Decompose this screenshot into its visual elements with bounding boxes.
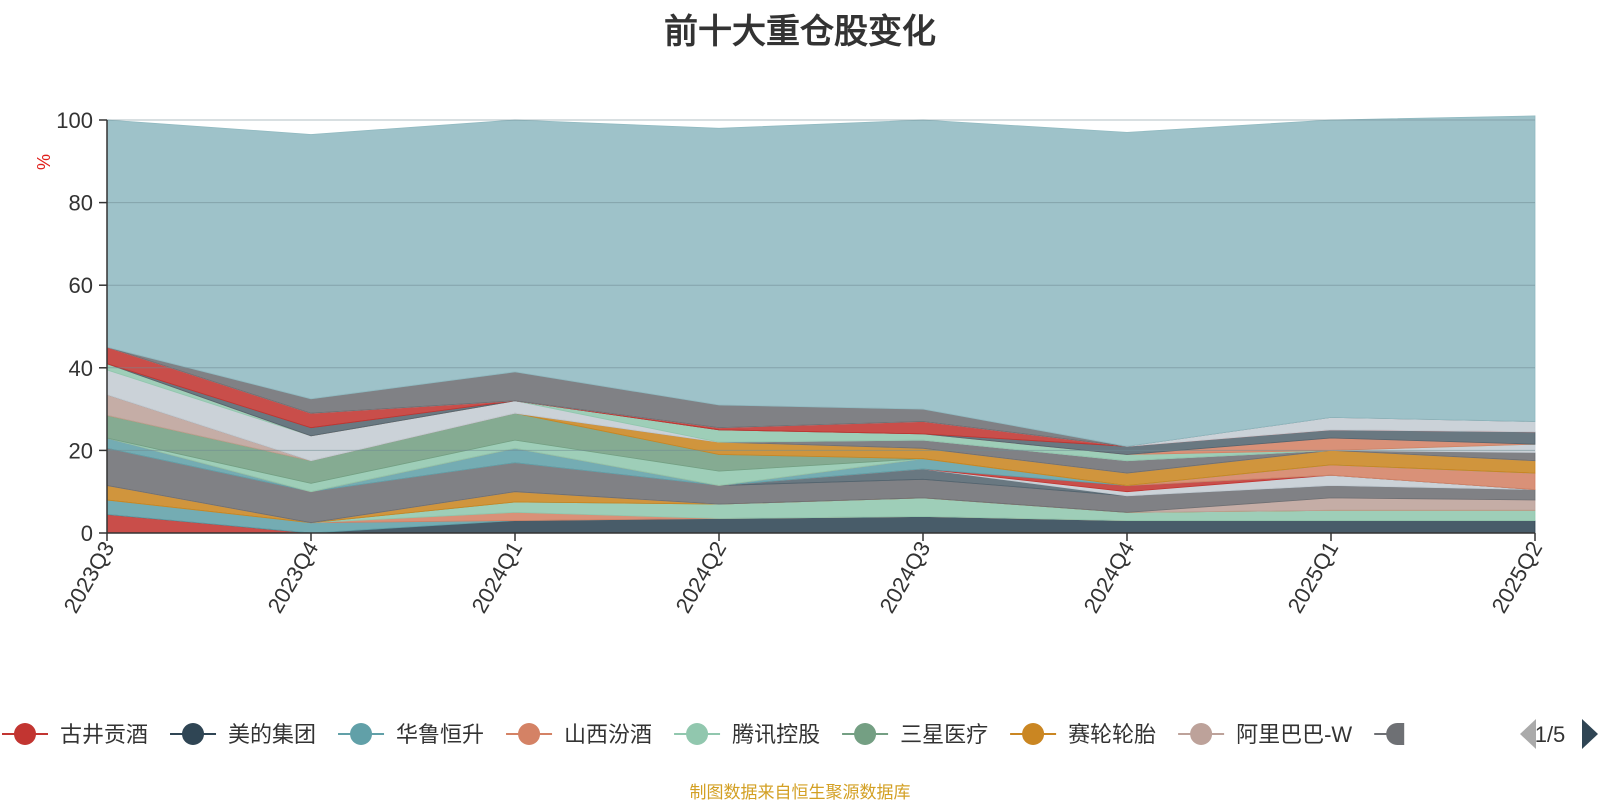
legend-marker-1 (182, 723, 205, 745)
legend: 古井贡酒 美的集团 华鲁恒升 山西汾酒 腾讯控股 三星医疗 赛轮轮胎 阿里巴巴-W 1/5 (2, 719, 1598, 749)
legend-label-1: 美的集团 (228, 722, 316, 747)
y-tick-label-3: 60 (69, 273, 93, 298)
legend-item-2[interactable]: 华鲁恒升 (338, 722, 484, 747)
legend-item-3[interactable]: 山西汾酒 (506, 722, 652, 747)
x-tick-label-4: 2024Q3 (875, 537, 936, 617)
x-tick-label-7: 2025Q2 (1487, 537, 1548, 617)
x-tick-label-2: 2024Q1 (467, 537, 528, 617)
y-axis-unit-label: % (34, 154, 54, 170)
legend-label-4: 腾讯控股 (732, 722, 820, 747)
legend-marker-0 (14, 723, 36, 745)
legend-label-2: 华鲁恒升 (396, 722, 484, 747)
y-tick-label-0: 0 (81, 521, 93, 546)
legend-item-5[interactable]: 三星医疗 (842, 722, 988, 747)
grid-lines (107, 119, 1535, 451)
legend-label-6: 赛轮轮胎 (1068, 722, 1156, 747)
x-tick-label-3: 2024Q2 (671, 537, 732, 617)
area-series-26 (106, 115, 1536, 447)
legend-item-7[interactable]: 阿里巴巴-W (1178, 722, 1352, 747)
legend-label-5: 三星医疗 (900, 722, 988, 747)
legend-item-truncated (1374, 723, 1405, 745)
x-tick-label-6: 2025Q1 (1283, 537, 1344, 617)
y-tick-label-1: 20 (69, 438, 93, 463)
legend-marker-4 (686, 723, 709, 745)
legend-marker-3 (518, 723, 541, 745)
x-tick-label-5: 2024Q4 (1079, 537, 1140, 617)
x-tick-label-1: 2023Q4 (263, 537, 324, 617)
y-tick-label-4: 80 (69, 191, 93, 216)
area-series (106, 115, 1536, 534)
x-tick-label-0: 2023Q3 (59, 537, 120, 617)
legend-item-6[interactable]: 赛轮轮胎 (1010, 722, 1156, 747)
y-tick-label-5: 100 (56, 108, 93, 133)
data-source-note: 制图数据来自恒生聚源数据库 (689, 783, 911, 802)
legend-prev-page-icon[interactable] (1520, 719, 1536, 749)
legend-item-4[interactable]: 腾讯控股 (674, 722, 820, 747)
y-tick-label-2: 40 (69, 356, 93, 381)
legend-item-1[interactable]: 美的集团 (170, 722, 316, 747)
legend-item-0[interactable]: 古井贡酒 (2, 722, 148, 747)
legend-label-3: 山西汾酒 (564, 722, 652, 747)
legend-label-0: 古井贡酒 (60, 722, 148, 747)
legend-marker-5 (854, 723, 877, 745)
legend-marker-6 (1022, 723, 1045, 745)
legend-page-indicator: 1/5 (1535, 722, 1566, 747)
legend-marker-2 (350, 723, 373, 745)
legend-marker-7 (1190, 723, 1213, 745)
chart-title: 前十大重仓股变化 (664, 13, 936, 51)
legend-label-7: 阿里巴巴-W (1236, 722, 1352, 747)
legend-next-page-icon[interactable] (1582, 719, 1598, 749)
legend-marker-truncated (1386, 723, 1405, 745)
